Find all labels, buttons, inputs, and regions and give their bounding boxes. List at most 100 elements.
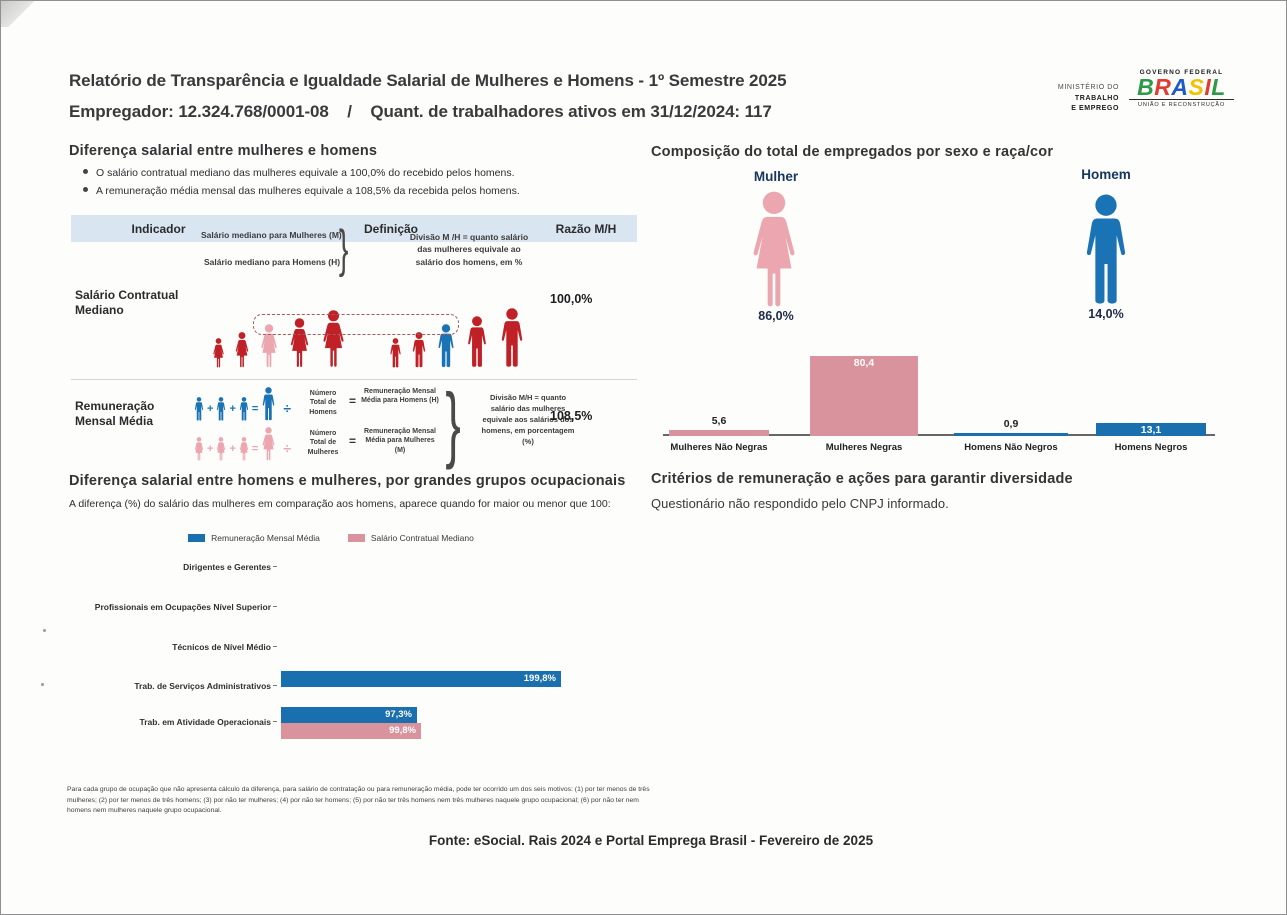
scan-speck: [41, 683, 44, 686]
bar-scm-Trab. em Atividade Operacionais: 99,8%: [281, 723, 421, 739]
bar-Homens Não Negros: [954, 433, 1068, 436]
median-note: Divisão M /H = quanto salário das mulher…: [409, 232, 529, 267]
bar-rmm-Trab. de Serviços Administrativos: 199,8%: [281, 671, 561, 687]
male-icon: [410, 332, 428, 368]
equals-glyph: =: [349, 394, 357, 408]
bar-value-label: 5,6: [711, 415, 727, 427]
col-razao: Razão M/H: [555, 221, 617, 236]
brasil-letter: L: [1211, 74, 1226, 100]
male-icon: [238, 397, 250, 421]
median-people-row: [204, 301, 527, 373]
ministry-line2: TRABALHO: [1074, 94, 1119, 102]
brasil-letter: R: [1154, 74, 1172, 100]
bar-Homens Negros: 13,1: [1096, 423, 1206, 436]
gov-federal-logo: GOVERNO FEDERAL BRASIL UNIÃO E RECONSTRU…: [1129, 69, 1234, 108]
female-icon: [238, 437, 250, 461]
male-icon: [260, 387, 277, 421]
bracket-glyph: }: [338, 220, 349, 278]
female-label: Mulher: [753, 169, 799, 184]
category-label: Dirigentes e Gerentes: [69, 562, 277, 572]
row2-indicator: Remuneração Mensal Média: [75, 399, 155, 428]
brasil-letter: I: [1204, 74, 1212, 100]
brasil-logo: BRASIL: [1129, 76, 1234, 99]
occupation-legend: Remuneração Mensal Média Salário Contratu…: [121, 529, 541, 547]
bar-value-label: 80,4: [853, 357, 875, 369]
women-formula-figures: + + = ÷: [193, 425, 293, 461]
median-def-men: Salário mediano para Homens (H): [204, 257, 341, 267]
bullet-icon: [83, 187, 88, 192]
category-label: Homens Não Negros: [964, 442, 1058, 453]
footer-source: Fonte: eSocial. Rais 2024 e Portal Empre…: [428, 833, 874, 848]
bullet-text: O salário contratual mediano das mulhere…: [96, 167, 515, 179]
brasil-letter: S: [1188, 74, 1205, 100]
bar-value-label: 99,8%: [389, 725, 416, 736]
row1-ratio: 100,0%: [550, 292, 593, 306]
footnote: Para cada grupo de ocupação que não apre…: [67, 786, 650, 815]
male-icon: [464, 316, 490, 368]
male-icon: [215, 397, 227, 421]
salary-gap-title: Diferença salarial entre mulheres e home…: [69, 143, 378, 159]
scan-corner-artifact: [1, 1, 35, 27]
legend-swatch-icon: [188, 534, 206, 542]
operator-glyph: +: [229, 403, 236, 415]
occupation-bar-chart: Dirigentes e Gerentes Profissionais em Oc…: [69, 553, 629, 753]
male-label: Homem: [1081, 167, 1131, 182]
female-icon: [193, 437, 205, 461]
ministry-logo: MINISTÉRIO DO TRABALHO E EMPREGO: [1019, 83, 1119, 115]
male-icon: [388, 338, 403, 368]
equals-glyph: =: [349, 434, 357, 448]
male-pct: 14,0%: [1088, 307, 1124, 321]
occupation-subtitle: A diferença (%) do salário das mulheres …: [69, 498, 611, 510]
female-icon: [233, 332, 251, 368]
bar-Mulheres Negras: 80,4: [810, 356, 918, 436]
row1-indicator: Salário Contratual Mediano: [75, 288, 179, 317]
male-icon: [193, 397, 205, 421]
category-label: Mulheres Negras: [825, 442, 903, 453]
women-result-label: Remuneração Mensal Média para Mulheres (…: [364, 428, 436, 454]
brasil-letter: B: [1137, 74, 1155, 100]
composition-title: Composição do total de empregados por se…: [651, 144, 1054, 160]
scan-speck: [43, 629, 46, 632]
bar-value-label: 13,1: [1140, 424, 1162, 436]
men-divisor-label: Número Total de Homens: [309, 390, 337, 416]
female-figure-icon: [743, 191, 805, 314]
bar-value-label: 97,3%: [385, 709, 412, 720]
diversity-text: Questionário não respondido pelo CNPJ in…: [651, 496, 949, 511]
legend-swatch-icon: [347, 534, 365, 542]
bar-value-label: 0,9: [1003, 418, 1019, 430]
category-label: Homens Negros: [1114, 442, 1188, 453]
bullet-icon: [83, 169, 88, 174]
female-icon: [260, 427, 277, 461]
brasil-letter: A: [1171, 74, 1189, 100]
row2-ratio: 108,5%: [550, 409, 593, 423]
composition-bar-chart: 5,6 Mulheres Não Negras 80,4 Mulheres Negra…: [663, 341, 1215, 453]
legend-item: Salário Contratual Mediano: [347, 533, 474, 543]
x-axis: [663, 434, 1215, 436]
gov-logo-bottom: UNIÃO E RECONSTRUÇÃO: [1129, 99, 1234, 108]
category-label: Técnicos de Nível Médio: [69, 642, 277, 652]
gov-logo-top: GOVERNO FEDERAL: [1139, 69, 1224, 76]
operator-glyph: =: [251, 403, 259, 415]
category-label: Profissionais em Ocupações Nível Superio…: [69, 602, 277, 612]
bar-rmm-Trab. em Atividade Operacionais: 97,3%: [281, 707, 417, 723]
diversity-title: Critérios de remuneração e ações para ga…: [651, 471, 1073, 487]
salary-gap-bullet-2: A remuneração média mensal das mulheres …: [83, 185, 520, 197]
legend-item: Remuneração Mensal Média: [188, 533, 320, 543]
men-result-label: Remuneração Mensal Média para Homens (H): [361, 388, 439, 405]
operator-glyph: +: [207, 403, 214, 415]
col-indicador: Indicador: [131, 221, 186, 236]
ministry-line1: MINISTÉRIO DO: [1057, 84, 1119, 91]
male-figure-icon: [1078, 192, 1134, 313]
row-divider: [71, 379, 637, 380]
bar-Mulheres Não Negras: [669, 430, 769, 436]
ministry-line3: E EMPREGO: [1071, 105, 1119, 112]
bar-value-label: 199,8%: [523, 673, 556, 684]
col-definicao: Definição: [363, 221, 418, 236]
brace-glyph: }: [445, 376, 461, 470]
women-divisor-label: Número Total de Mulheres: [307, 430, 339, 456]
indicator-table-header: Indicador Definição Razão M/H: [71, 215, 637, 242]
category-label: Trab. de Serviços Administrativos: [69, 681, 277, 691]
operator-glyph: ÷: [283, 440, 291, 456]
mean-note: Divisão M/H = quanto salário das mulhere…: [481, 393, 575, 446]
